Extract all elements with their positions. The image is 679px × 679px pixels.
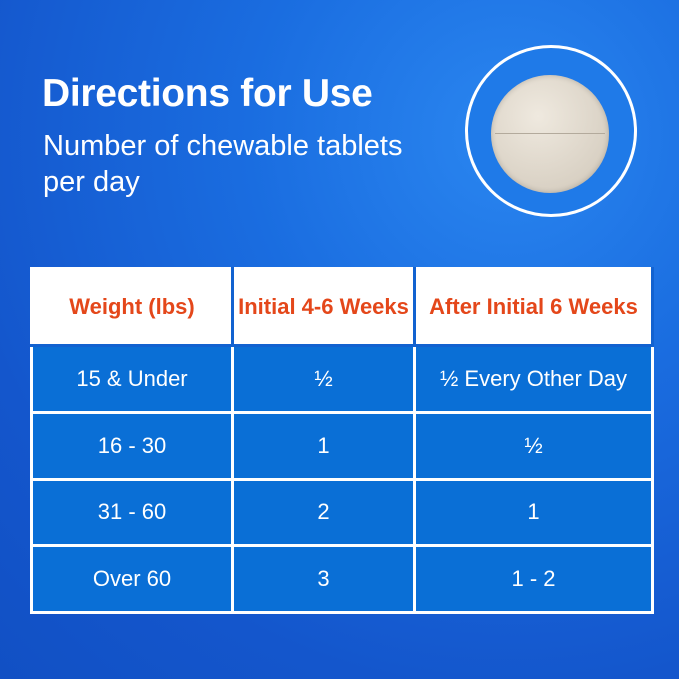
chewable-tablet-icon	[491, 75, 609, 193]
table-cell: 1	[413, 477, 654, 548]
table-cell: 2	[231, 477, 416, 548]
page-title: Directions for Use	[42, 72, 373, 115]
table-row: Over 60 3 1 - 2	[30, 544, 654, 614]
column-header: After Initial 6 Weeks	[413, 267, 654, 347]
table-cell: ½	[413, 410, 654, 481]
column-header: Weight (lbs)	[30, 267, 234, 347]
table-cell: 3	[231, 544, 416, 614]
table-header-row: Weight (lbs) Initial 4-6 Weeks After Ini…	[30, 267, 654, 347]
table-cell: Over 60	[30, 544, 234, 614]
table-row: 16 - 30 1 ½	[30, 410, 654, 481]
table-cell: ½	[231, 344, 416, 414]
table-cell: ½ Every Other Day	[413, 344, 654, 414]
table-cell: 16 - 30	[30, 410, 234, 481]
table-cell: 15 & Under	[30, 344, 234, 414]
page-subtitle: Number of chewable tablets per day	[43, 130, 403, 198]
table-row: 31 - 60 2 1	[30, 477, 654, 548]
table-row: 15 & Under ½ ½ Every Other Day	[30, 344, 654, 414]
table-cell: 31 - 60	[30, 477, 234, 548]
table-cell: 1 - 2	[413, 544, 654, 614]
table-cell: 1	[231, 410, 416, 481]
dosage-table: Weight (lbs) Initial 4-6 Weeks After Ini…	[30, 267, 654, 614]
column-header: Initial 4-6 Weeks	[231, 267, 416, 347]
